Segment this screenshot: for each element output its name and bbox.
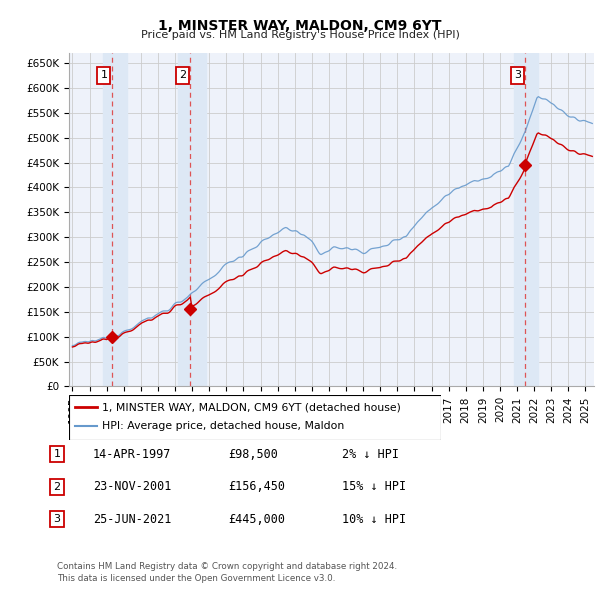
- Text: HPI: Average price, detached house, Maldon: HPI: Average price, detached house, Mald…: [103, 421, 345, 431]
- Text: £445,000: £445,000: [228, 513, 285, 526]
- Text: 2: 2: [179, 70, 186, 80]
- Text: £156,450: £156,450: [228, 480, 285, 493]
- Text: 2% ↓ HPI: 2% ↓ HPI: [342, 448, 399, 461]
- Text: 15% ↓ HPI: 15% ↓ HPI: [342, 480, 406, 493]
- Bar: [178, 53, 206, 386]
- Text: 3: 3: [53, 514, 61, 524]
- Text: 1, MINSTER WAY, MALDON, CM9 6YT (detached house): 1, MINSTER WAY, MALDON, CM9 6YT (detache…: [103, 402, 401, 412]
- Text: 1: 1: [53, 450, 61, 459]
- Text: 23-NOV-2001: 23-NOV-2001: [93, 480, 172, 493]
- Bar: [514, 53, 538, 386]
- Text: 10% ↓ HPI: 10% ↓ HPI: [342, 513, 406, 526]
- Bar: [103, 53, 127, 386]
- Text: 1: 1: [100, 70, 107, 80]
- Text: 1, MINSTER WAY, MALDON, CM9 6YT: 1, MINSTER WAY, MALDON, CM9 6YT: [158, 19, 442, 33]
- Text: £98,500: £98,500: [228, 448, 278, 461]
- Text: Contains HM Land Registry data © Crown copyright and database right 2024.
This d: Contains HM Land Registry data © Crown c…: [57, 562, 397, 583]
- Text: 14-APR-1997: 14-APR-1997: [93, 448, 172, 461]
- Text: Price paid vs. HM Land Registry's House Price Index (HPI): Price paid vs. HM Land Registry's House …: [140, 30, 460, 40]
- Text: 3: 3: [514, 70, 521, 80]
- Text: 25-JUN-2021: 25-JUN-2021: [93, 513, 172, 526]
- Text: 2: 2: [53, 482, 61, 491]
